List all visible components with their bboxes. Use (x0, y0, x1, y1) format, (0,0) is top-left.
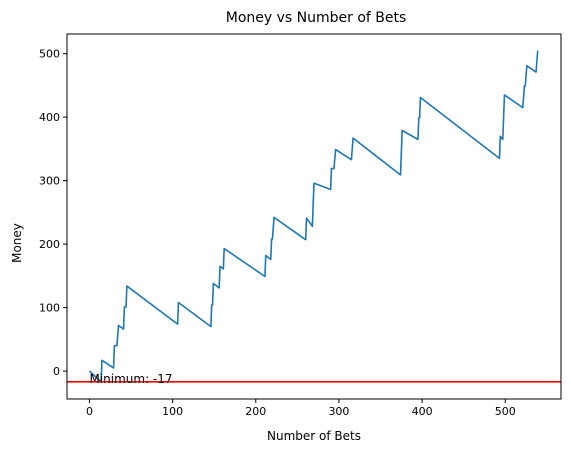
x-axis-label: Number of Bets (267, 429, 361, 443)
y-axis-label: Money (10, 223, 24, 263)
x-tick-label: 300 (328, 405, 349, 418)
x-tick-label: 0 (86, 405, 93, 418)
x-axis-ticks: 0 100 200 300 400 500 (86, 399, 516, 418)
y-axis-ticks: 0 100 200 300 400 500 (39, 48, 67, 378)
x-tick-label: 100 (162, 405, 183, 418)
y-tick-label: 400 (39, 111, 60, 124)
y-tick-label: 100 (39, 302, 60, 315)
plot-area (67, 50, 561, 383)
money-series-line (88, 50, 539, 383)
y-tick-label: 0 (53, 365, 60, 378)
x-tick-label: 500 (495, 405, 516, 418)
y-tick-label: 500 (39, 48, 60, 61)
y-tick-label: 200 (39, 238, 60, 251)
axes-frame (66, 33, 562, 400)
x-tick-label: 200 (245, 405, 266, 418)
y-tick-label: 300 (39, 175, 60, 188)
x-tick-label: 400 (412, 405, 433, 418)
chart-title: Money vs Number of Bets (226, 10, 407, 26)
minimum-annotation: Minimum: -17 (89, 372, 172, 386)
